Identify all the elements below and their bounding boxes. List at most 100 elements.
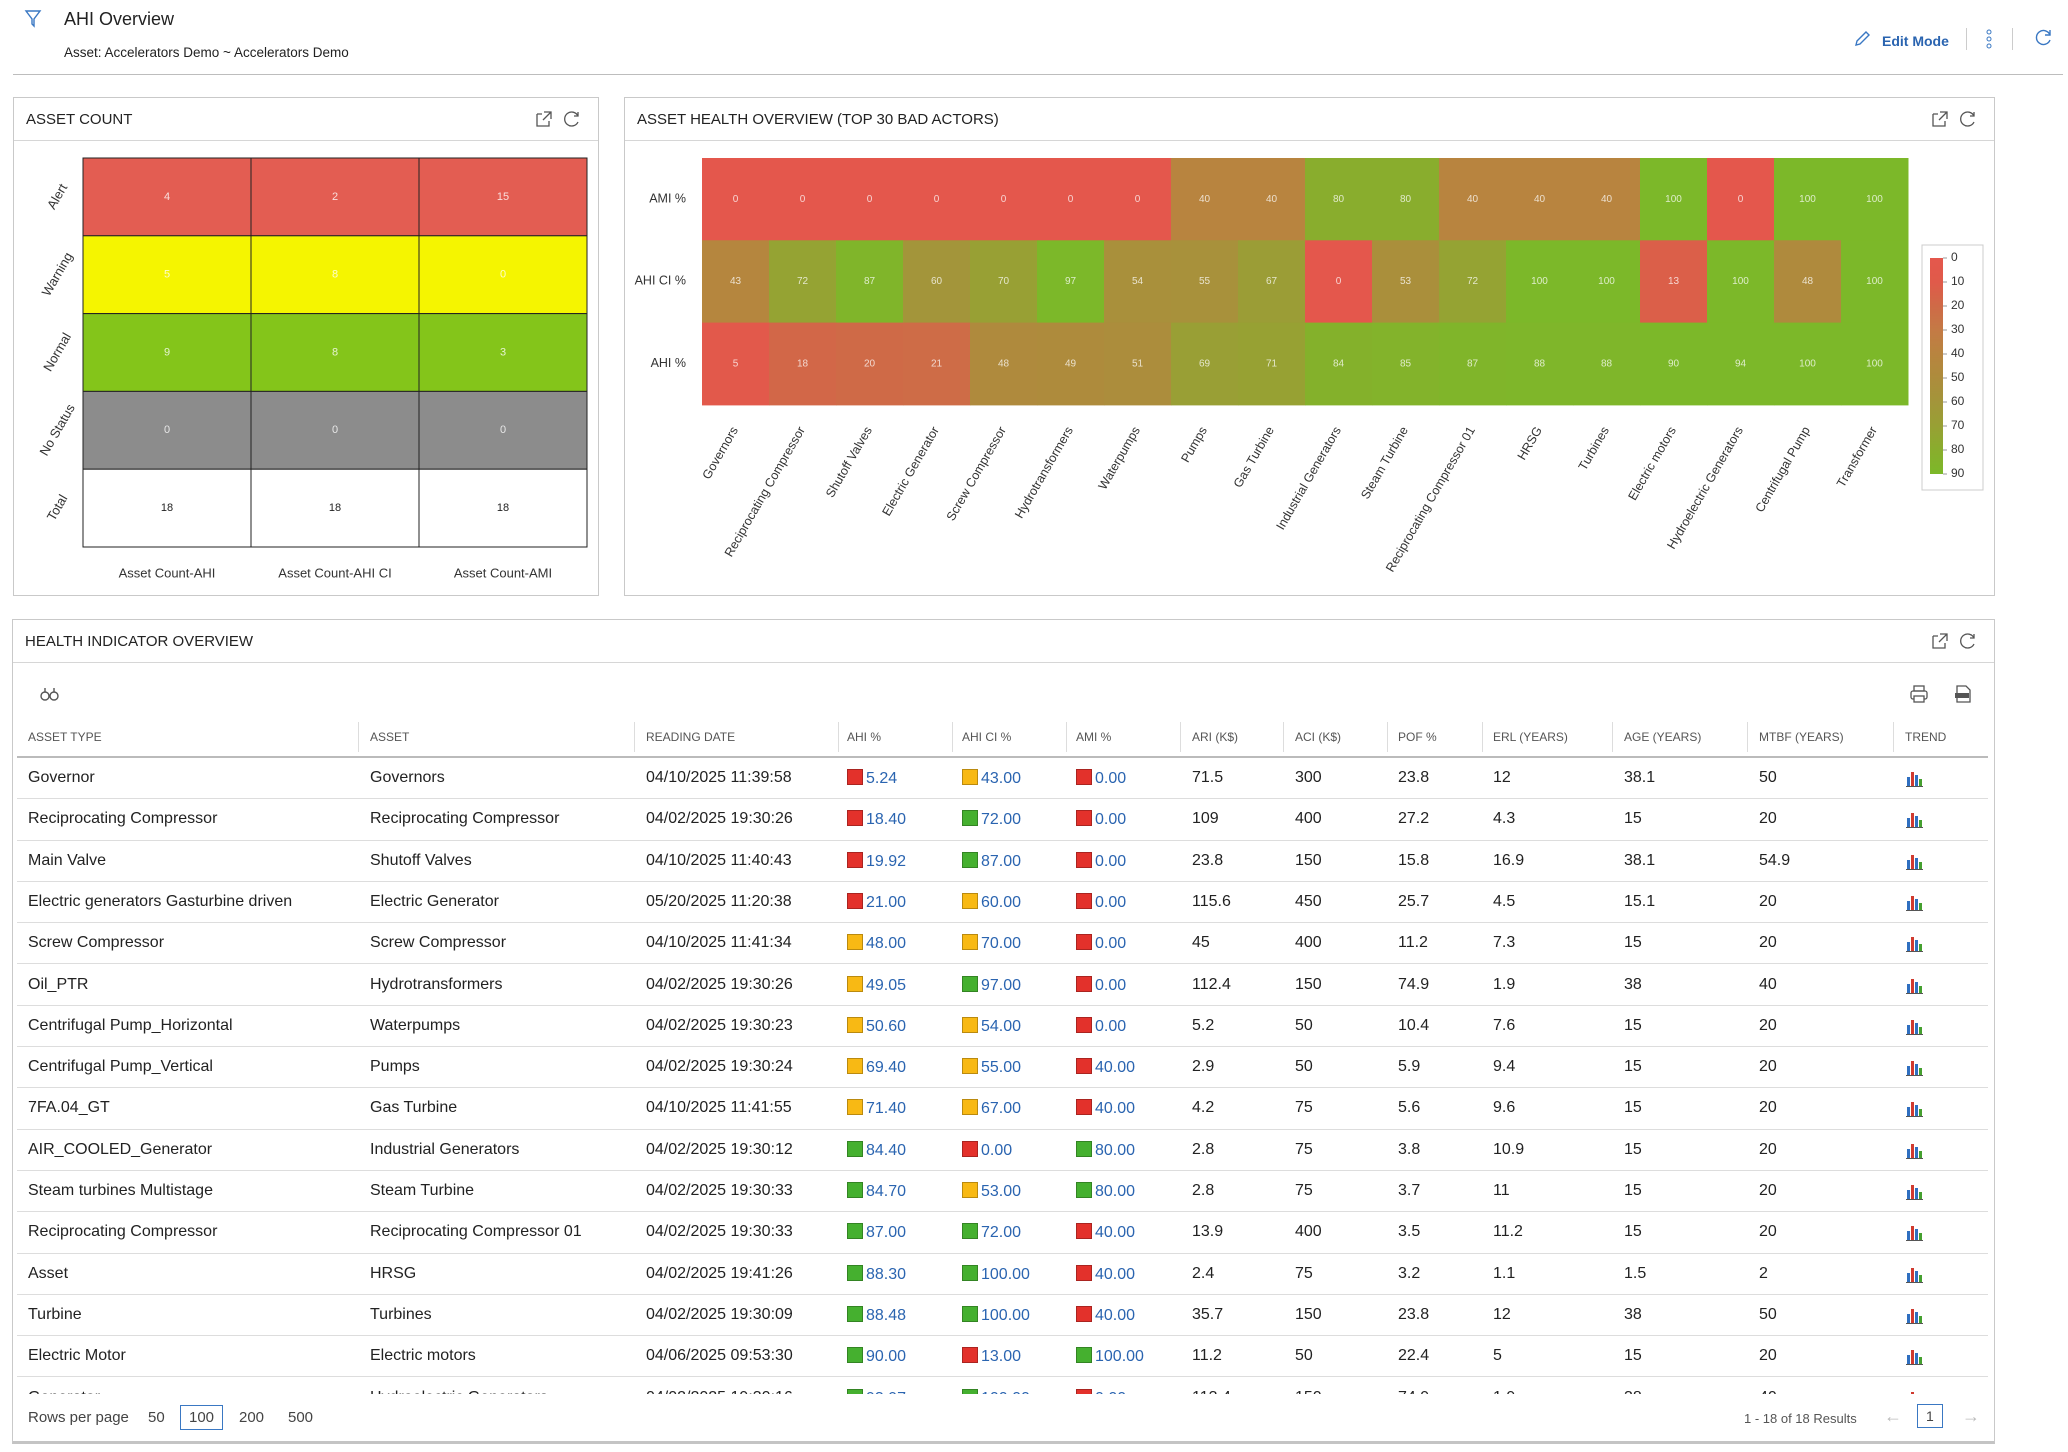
edit-icon[interactable] bbox=[1853, 29, 1873, 49]
table-cell: 80.00 bbox=[1076, 1182, 1135, 1201]
print-icon[interactable] bbox=[1909, 684, 1929, 704]
trend-icon[interactable] bbox=[1905, 810, 1923, 829]
column-header[interactable]: POF % bbox=[1398, 730, 1437, 744]
status-value: 90.00 bbox=[866, 1348, 907, 1366]
table-cell: 100.00 bbox=[962, 1388, 1030, 1394]
table-cell: 16.9 bbox=[1493, 851, 1525, 869]
page-size-option[interactable]: 50 bbox=[148, 1409, 165, 1426]
column-header[interactable]: MTBF (YEARS) bbox=[1759, 730, 1844, 744]
more-icon[interactable] bbox=[1985, 28, 1993, 50]
table-cell: 0.00 bbox=[1076, 1388, 1126, 1394]
table-cell: 11.2 bbox=[1192, 1347, 1222, 1365]
panel-header: ASSET COUNT bbox=[14, 98, 598, 141]
page-size-option[interactable]: 100 bbox=[180, 1405, 224, 1430]
column-header[interactable]: READING DATE bbox=[646, 730, 736, 744]
column-header[interactable]: AHI CI % bbox=[962, 730, 1012, 744]
trend-icon[interactable] bbox=[1905, 1347, 1923, 1366]
table-cell: Governors bbox=[370, 769, 445, 786]
status-indicator bbox=[1076, 1264, 1092, 1281]
column-header[interactable]: AHI % bbox=[847, 730, 882, 744]
table-cell: 5 bbox=[1493, 1347, 1502, 1365]
status-value: 72.00 bbox=[981, 811, 1022, 829]
table-cell: 45 bbox=[1192, 934, 1210, 952]
trend-icon[interactable] bbox=[1905, 1182, 1923, 1200]
column-separator bbox=[838, 722, 839, 752]
table-row: Governor Governors 04/10/2025 11:39:58 5.24… bbox=[17, 758, 1988, 800]
status-indicator bbox=[962, 975, 978, 992]
refresh-icon[interactable] bbox=[2034, 27, 2054, 47]
table-cell: 21.00 bbox=[847, 892, 906, 912]
table-cell: 38.1 bbox=[1624, 769, 1656, 786]
trend-icon[interactable] bbox=[1905, 1306, 1923, 1324]
trend-icon[interactable] bbox=[1905, 1017, 1923, 1035]
column-header[interactable]: ACI (K$) bbox=[1295, 730, 1342, 744]
status-indicator bbox=[847, 810, 863, 827]
table-cell: Screw Compressor bbox=[28, 934, 165, 952]
table-cell: 40.00 bbox=[1076, 1223, 1135, 1242]
table-cell: 5.24 bbox=[847, 769, 897, 788]
table-cell: 88.30 bbox=[847, 1264, 906, 1284]
column-separator bbox=[1066, 722, 1067, 752]
column-header[interactable]: ERL (YEARS) bbox=[1493, 730, 1568, 744]
prev-page[interactable]: ← bbox=[1884, 1406, 1902, 1426]
table-cell: 72.00 bbox=[962, 1223, 1021, 1242]
page-size-option[interactable]: 500 bbox=[288, 1409, 314, 1426]
table-cell: 50 bbox=[1295, 1347, 1313, 1365]
trend-icon[interactable] bbox=[1905, 976, 1923, 994]
table-cell: 13.00 bbox=[962, 1347, 1021, 1366]
export-icon[interactable] bbox=[1953, 684, 1973, 704]
table-cell: 0.00 bbox=[1076, 851, 1126, 871]
trend-icon[interactable] bbox=[1905, 1099, 1923, 1118]
column-header[interactable]: AGE (YEARS) bbox=[1624, 730, 1702, 744]
status-indicator bbox=[962, 1223, 978, 1240]
status-indicator bbox=[1076, 934, 1092, 951]
table-cell: 15 bbox=[1624, 1099, 1642, 1117]
status-value: 80.00 bbox=[1095, 1183, 1136, 1200]
trend-icon[interactable] bbox=[1905, 893, 1923, 911]
trend-icon[interactable] bbox=[1905, 852, 1923, 870]
next-page[interactable]: → bbox=[1962, 1406, 1980, 1426]
trend-icon[interactable] bbox=[1905, 1389, 1923, 1395]
table-footer: Rows per page 50 100 200 500 1 - 18 of 18 Res… bbox=[28, 1404, 1988, 1430]
table-cell: 0.00 bbox=[962, 1140, 1012, 1160]
trend-icon[interactable] bbox=[1905, 1223, 1923, 1242]
edit-mode-button[interactable]: Edit Mode bbox=[1882, 33, 1949, 49]
table-cell: 04/10/2025 11:41:55 bbox=[646, 1099, 792, 1117]
page-size-option[interactable]: 200 bbox=[239, 1409, 265, 1426]
table-cell: 5.9 bbox=[1398, 1058, 1421, 1076]
table-cell: 11 bbox=[1493, 1182, 1510, 1199]
status-indicator bbox=[962, 1388, 978, 1394]
filter-icon[interactable] bbox=[24, 9, 42, 29]
table-row: Screw Compressor Screw Compressor 04/10/20… bbox=[17, 923, 1988, 965]
status-indicator bbox=[962, 1099, 978, 1116]
trend-icon[interactable] bbox=[1905, 1141, 1923, 1159]
panel-actions[interactable] bbox=[1930, 109, 1980, 129]
table-cell: 71.40 bbox=[847, 1099, 906, 1118]
column-header[interactable]: ASSET bbox=[370, 730, 410, 744]
table-cell: 87.00 bbox=[847, 1223, 906, 1242]
column-header[interactable]: ASSET TYPE bbox=[28, 730, 102, 744]
table-cell: Industrial Generators bbox=[370, 1140, 520, 1158]
panel-actions[interactable] bbox=[1930, 631, 1980, 651]
status-indicator bbox=[847, 851, 863, 868]
table-cell: 1.5 bbox=[1624, 1264, 1647, 1282]
table-cell: 150 bbox=[1295, 1305, 1322, 1323]
trend-icon[interactable] bbox=[1905, 1058, 1923, 1077]
table-cell: 38 bbox=[1624, 1389, 1642, 1395]
panel-actions[interactable] bbox=[534, 109, 584, 129]
trend-icon[interactable] bbox=[1905, 769, 1923, 787]
page-number[interactable]: 1 bbox=[1917, 1404, 1943, 1428]
status-indicator bbox=[847, 1347, 863, 1364]
column-header[interactable]: ARI (K$) bbox=[1192, 730, 1239, 744]
trend-icon[interactable] bbox=[1905, 934, 1923, 953]
table-cell: 50 bbox=[1295, 1058, 1313, 1076]
search-icon[interactable] bbox=[39, 686, 61, 702]
table-row: Asset HRSG 04/02/2025 19:41:26 88.30 100.00 4… bbox=[17, 1254, 1988, 1295]
trend-icon[interactable] bbox=[1905, 1265, 1923, 1283]
column-header[interactable]: TREND bbox=[1905, 730, 1947, 744]
column-header[interactable]: AMI % bbox=[1076, 730, 1112, 744]
table-cell: 20 bbox=[1759, 1099, 1777, 1117]
table-cell: HRSG bbox=[370, 1264, 417, 1282]
status-value: 43.00 bbox=[981, 770, 1022, 787]
table-cell: 2.8 bbox=[1192, 1140, 1215, 1158]
